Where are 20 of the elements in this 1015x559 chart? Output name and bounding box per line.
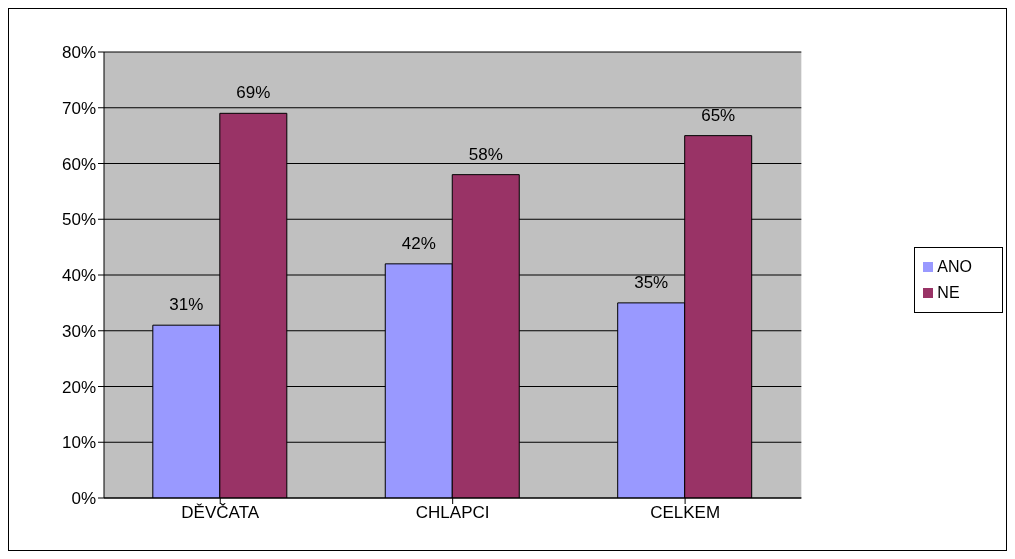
y-tick-label: 70% <box>61 98 96 118</box>
legend-label: NE <box>937 283 960 301</box>
data-label: 65% <box>701 105 736 125</box>
data-label: 31% <box>169 295 204 315</box>
y-tick-label: 50% <box>61 210 96 230</box>
y-tick-label: 80% <box>61 43 96 63</box>
y-tick-label: 40% <box>61 266 96 286</box>
data-label: 69% <box>236 83 271 103</box>
x-tick-label: CHLAPCI <box>415 503 490 523</box>
legend-label: ANO <box>937 257 972 275</box>
data-label: 35% <box>634 272 669 292</box>
y-tick-label: 0% <box>71 489 96 509</box>
data-label: 42% <box>401 233 436 253</box>
y-tick-label: 30% <box>61 321 96 341</box>
y-tick-label: 20% <box>61 377 96 397</box>
y-tick-label: 60% <box>61 154 96 174</box>
x-tick-label: CELKEM <box>650 503 721 523</box>
data-label: 58% <box>468 144 503 164</box>
x-tick-label: DĚVČATA <box>181 503 260 523</box>
y-tick-label: 10% <box>61 433 96 453</box>
